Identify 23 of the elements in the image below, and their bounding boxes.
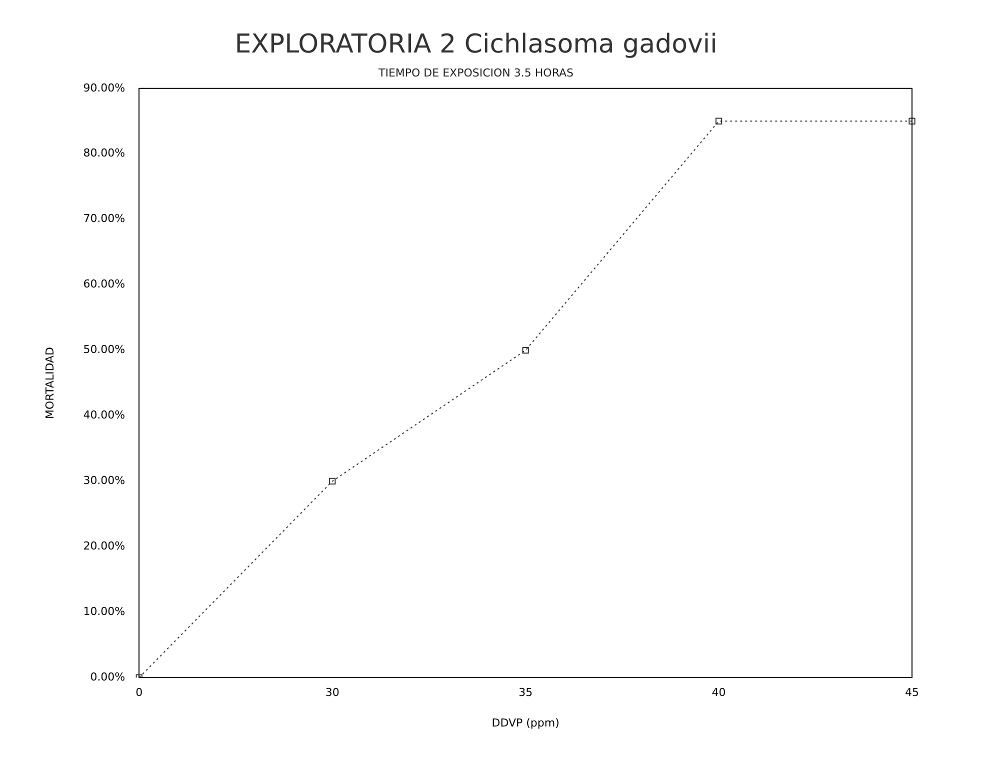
chart-subtitle: TIEMPO DE EXPOSICION 3.5 HORAS [377, 66, 574, 80]
y-tick-label: 30.00% [83, 474, 126, 488]
x-tick-label: 45 [905, 686, 919, 700]
x-tick-label: 35 [518, 686, 533, 700]
x-tick-label: 30 [325, 686, 340, 700]
y-tick-label: 60.00% [83, 278, 126, 291]
y-tick-label: 0.00% [90, 670, 126, 684]
y-tick-label: 90.00% [83, 81, 126, 94]
y-axis-title: MORTALIDAD [43, 346, 56, 420]
y-tick-label: 70.00% [83, 212, 126, 226]
point [329, 478, 336, 485]
y-tick-label: 20.00% [83, 540, 126, 553]
y-tick-label: 50.00% [83, 343, 126, 356]
point [715, 118, 722, 124]
y-tick-label: 40.00% [83, 408, 126, 422]
x-axis-title: DDVP (ppm) [492, 716, 560, 730]
chart-title: EXPLORATORIA 2 Cichlasoma gadovii [234, 29, 718, 60]
y-tick-label: 10.00% [83, 604, 126, 618]
x-tick-label: 40 [712, 686, 726, 700]
point [522, 346, 529, 354]
y-tick-label: 80.00% [83, 146, 126, 160]
point [908, 118, 916, 124]
x-tick-label: 0 [136, 686, 143, 700]
